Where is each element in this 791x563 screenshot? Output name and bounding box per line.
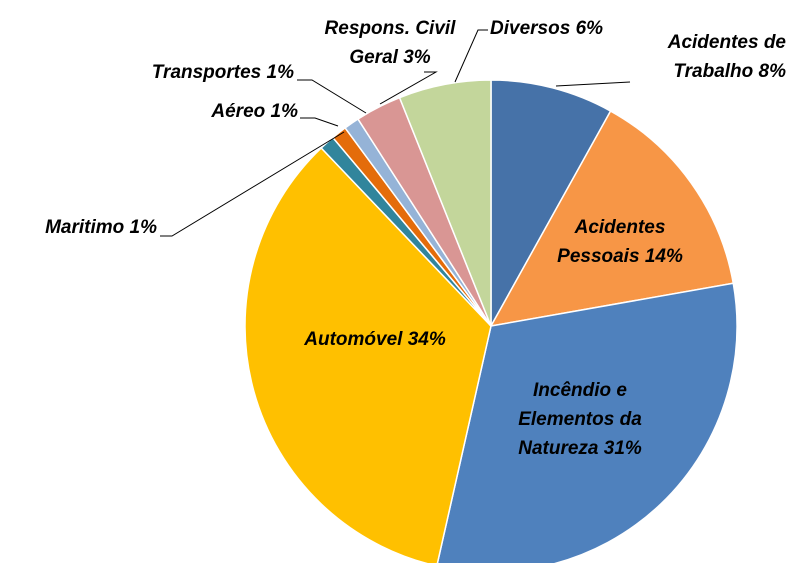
leader-line [555, 81, 631, 87]
pie-slice [398, 79, 492, 327]
slice-label: Automóvel 34% [304, 329, 446, 350]
pie-slice [490, 79, 612, 329]
slice-label: Acidentes de Trabalho 8% [667, 32, 786, 82]
slice-label: Aéreo 1% [211, 101, 298, 122]
leader-line [454, 29, 488, 83]
slice-label: Transportes 1% [151, 62, 294, 83]
pie-slice [244, 146, 492, 563]
slice-label: Acidentes Pessoais 14% [557, 217, 683, 267]
leader-lines [160, 29, 631, 237]
leader-line [379, 71, 438, 105]
slice-label: Diversos 6% [490, 18, 604, 39]
slice-label: Incêndio e Elementos da Natureza 31% [518, 380, 642, 459]
slice-label: Maritimo 1% [45, 217, 157, 238]
pie-slice [489, 110, 735, 328]
leader-line [297, 79, 367, 114]
leader-line [160, 131, 345, 237]
leader-line [300, 117, 339, 127]
pie-slice [436, 282, 738, 563]
slice-label: Respons. Civil Geral 3% [324, 18, 456, 68]
